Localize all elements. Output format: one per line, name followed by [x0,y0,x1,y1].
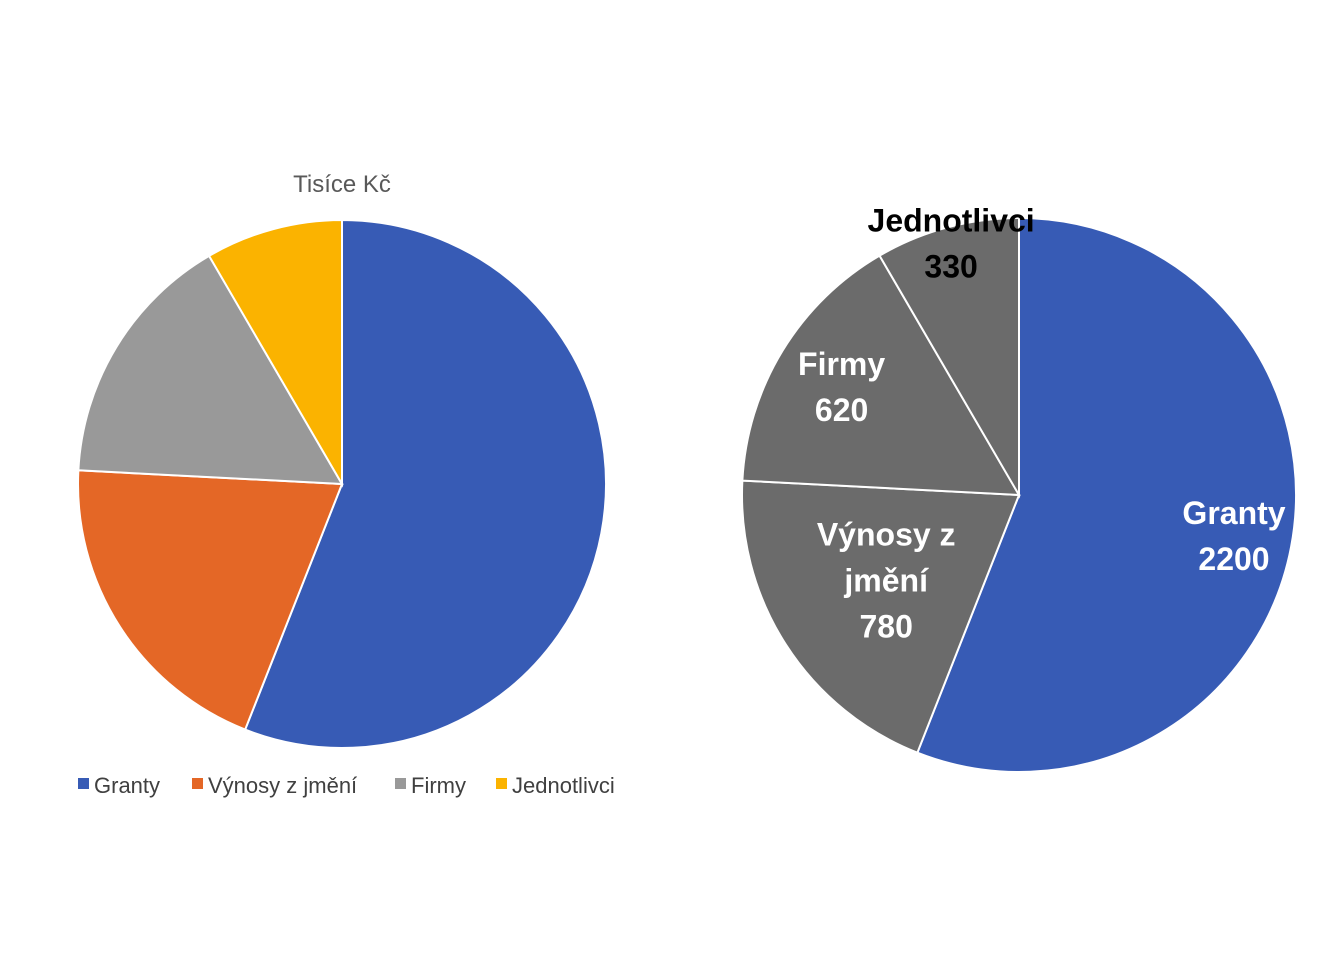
data-label-granty: Granty 2200 [1182,495,1285,577]
legend-label: Jednotlivci [512,773,615,798]
legend-label: Výnosy z jmění [208,773,357,798]
legend-item-vynosy-z-jmeni: Výnosy z jmění [192,773,357,798]
data-label-jednotlivci: Jednotlivci 330 [868,203,1035,285]
data-label-vynosy-z-jmeni: Výnosy z jmění 780 [817,516,956,644]
legend: Granty Výnosy z jmění Firmy Jednotlivci [78,773,615,798]
pie-slice-granty [243,218,607,749]
pie-slice-vynosy-z-jmeni [77,469,344,731]
legend-item-firmy: Firmy [395,773,466,798]
legend-swatch [395,778,406,789]
legend-label: Firmy [411,773,466,798]
legend-swatch [192,778,203,789]
data-labels-right: Granty 2200 Výnosy z jmění 780 Firmy 620 Jednot… [798,203,1286,645]
chart-title: Tisíce Kč [293,171,391,198]
legend-swatch [78,778,89,789]
pie-chart-left: Tisíce Kč Granty Výnosy z jmění Firmy Jedno… [77,171,615,798]
pie-slice-granty [916,216,1297,773]
legend-item-granty: Granty [78,773,160,798]
legend-swatch [496,778,507,789]
pie-slice-firmy [741,254,1021,497]
pie-slice-jednotlivci [207,218,343,488]
pie-slice-vynosy-z-jmeni [740,479,1021,754]
pie-slice-firmy [77,254,344,486]
legend-item-jednotlivci: Jednotlivci [496,773,615,798]
data-label-firmy: Firmy 620 [798,346,885,428]
pie-slice-jednotlivci [878,216,1020,499]
pie-chart-right: Granty 2200 Výnosy z jmění 780 Firmy 620 Jednot… [740,203,1297,773]
pie-slices-right [740,216,1297,773]
legend-label: Granty [94,773,160,798]
pie-slices-left [77,218,607,749]
